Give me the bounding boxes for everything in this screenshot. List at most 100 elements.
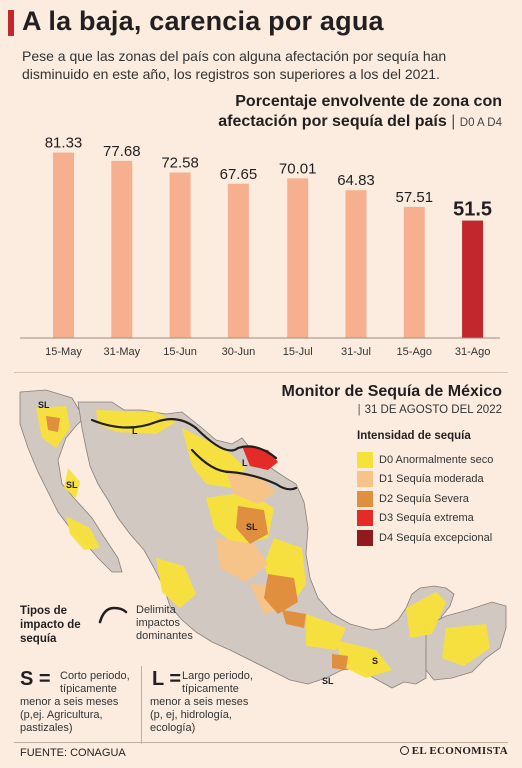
curve-desc-line2: impactos <box>136 617 181 629</box>
bar-31-Jul <box>345 190 367 338</box>
category-label-15-Jul: 15-Jul <box>283 346 313 358</box>
chart-title: Porcentaje envolvente de zona con afecta… <box>218 92 502 133</box>
legend-item-d1: D1 Sequía moderada <box>357 470 517 490</box>
label-l-sonora: L <box>132 426 138 436</box>
section-divider <box>14 372 508 373</box>
l-line3: menor a seis meses <box>150 696 249 708</box>
value-label-30-Jun: 67.65 <box>220 166 258 183</box>
logo-mark-icon <box>399 746 409 755</box>
legend-label-d2: D2 Sequía Severa <box>379 492 469 505</box>
mexico-drought-map: SL L SL L SL S SL <box>19 389 507 689</box>
l-line4: (p, ej, hidrología, <box>150 709 232 721</box>
legend-swatch-d4 <box>357 529 373 546</box>
s-line4: (p,ej. Agricultura, <box>20 709 103 721</box>
legend-swatch-d1 <box>357 471 373 488</box>
page-title: A la baja, carencia por agua <box>22 6 384 36</box>
bar-chart: 81.33 15-May 77.68 31-May 72.58 15-Jun 67.65 30… <box>20 135 500 358</box>
map-date: 31 DE AGOSTO DEL 2022 <box>364 404 502 416</box>
curve-desc-line1: Delimita <box>136 604 176 616</box>
bar-15-Jun <box>169 172 191 338</box>
s-line1: Corto periodo, <box>60 670 130 682</box>
chart-title-line2-wrap: afectación por sequía del país | D0 A D4 <box>218 112 502 133</box>
footer-divider <box>14 742 508 743</box>
source-note: FUENTE: CONAGUA <box>20 747 126 759</box>
legend-label-d1: D1 Sequía moderada <box>379 473 484 486</box>
value-label-31-Ago: 51.5 <box>453 199 492 221</box>
category-label-30-Jun: 30-Jun <box>222 346 256 358</box>
bar-15-May <box>53 152 74 338</box>
value-label-15-Jun: 72.58 <box>161 155 199 172</box>
value-label-15-Jul: 70.01 <box>279 160 317 177</box>
page-subtitle: Pese a que las zonas del país con alguna… <box>22 48 447 82</box>
d2-areas <box>46 416 348 670</box>
value-label-15-Ago: 57.51 <box>396 189 434 206</box>
l-line1: Largo periodo, <box>182 670 253 682</box>
legend-label-d4: D4 Sequía excepcional <box>379 531 493 544</box>
impact-title-line3: sequía <box>20 633 57 645</box>
drought-legend: Intensidad de sequía D0 Anormalmente sec… <box>357 430 517 548</box>
legend-item-d4: D4 Sequía excepcional <box>357 528 517 548</box>
category-label-15-Jun: 15-Jun <box>163 346 197 358</box>
s-line5: pastizales) <box>20 722 73 734</box>
chart-unit: D0 A D4 <box>459 117 502 129</box>
legend-swatch-d2 <box>357 490 373 507</box>
chart-title-line1: Porcentaje envolvente de zona con <box>235 93 502 110</box>
title-separator: | <box>451 113 456 130</box>
impact-labels: SL L SL L SL S SL <box>38 400 378 686</box>
header: A la baja, carencia por agua Pese a que … <box>0 0 522 100</box>
l-desc-top: Largo periodo, típicamente <box>182 670 253 696</box>
impact-title-line1: Tipos de <box>20 605 68 617</box>
label-sl-center: SL <box>246 522 258 532</box>
impact-title-line2: impacto de <box>20 619 81 631</box>
s-desc-top: Corto periodo, típicamente <box>60 670 130 696</box>
bar-31-Ago <box>462 220 484 338</box>
s-letter: S = <box>20 668 51 690</box>
s-line2: típicamente <box>60 683 117 695</box>
value-label-15-May: 81.33 <box>45 135 83 152</box>
l-letter: L = <box>152 668 182 690</box>
s-desc-bottom: menor a seis meses (p,ej. Agricultura, p… <box>20 696 118 735</box>
l-line2: típicamente <box>182 683 239 695</box>
bar-15-Jul <box>287 178 309 338</box>
curve-description: Delimita impactos dominantes <box>136 604 206 643</box>
bar-30-Jun <box>227 183 249 338</box>
legend-label-d0: D0 Anormalmente seco <box>379 453 494 466</box>
boundary-curve-icon <box>98 606 128 624</box>
value-label-31-Jul: 64.83 <box>337 172 375 189</box>
value-label-31-May: 77.68 <box>103 143 141 160</box>
category-label-31-Ago: 31-Ago <box>455 346 490 358</box>
bar-31-May <box>111 160 133 338</box>
legend-label-d3: D3 Sequía extrema <box>379 512 474 525</box>
publisher-logo: EL ECONOMISTA <box>399 745 508 757</box>
category-label-31-May: 31-May <box>103 346 140 358</box>
legend-title: Intensidad de sequía <box>357 430 471 442</box>
map-title: Monitor de Sequía de México <box>281 383 502 400</box>
legend-swatch-d0 <box>357 451 373 468</box>
legend-swatch-d3 <box>357 510 373 527</box>
legend-item-d0: D0 Anormalmente seco <box>357 450 517 470</box>
bar-15-Ago <box>403 206 425 338</box>
logo-text: EL ECONOMISTA <box>411 745 508 757</box>
bars-group: 81.33 15-May 77.68 31-May 72.58 15-Jun 67.65 30… <box>45 135 492 358</box>
category-label-15-May: 15-May <box>45 346 82 358</box>
label-sl-southwest: SL <box>322 676 334 686</box>
legend-item-d2: D2 Sequía Severa <box>357 489 517 509</box>
label-sl-baja-south: SL <box>66 480 78 490</box>
title-accent-bar <box>8 10 14 36</box>
impact-boundaries <box>90 417 298 491</box>
s-line3: menor a seis meses <box>20 696 119 708</box>
date-separator: | <box>357 404 361 416</box>
label-sl-baja-north: SL <box>38 400 50 410</box>
label-l-northeast: L <box>242 458 248 468</box>
category-label-31-Jul: 31-Jul <box>341 346 371 358</box>
map-date-wrap: | 31 DE AGOSTO DEL 2022 <box>358 404 502 416</box>
l-line5: ecología) <box>150 722 196 734</box>
curve-desc-line3: dominantes <box>136 630 193 642</box>
definition-separator <box>141 666 142 744</box>
label-s-south: S <box>372 656 378 666</box>
chart-title-line2: afectación por sequía del país <box>218 113 447 130</box>
legend-item-d3: D3 Sequía extrema <box>357 509 517 529</box>
category-label-15-Ago: 15-Ago <box>397 346 432 358</box>
impact-types-title: Tipos de impacto de sequía <box>20 604 81 646</box>
l-desc-bottom: menor a seis meses (p, ej, hidrología, e… <box>150 696 248 735</box>
